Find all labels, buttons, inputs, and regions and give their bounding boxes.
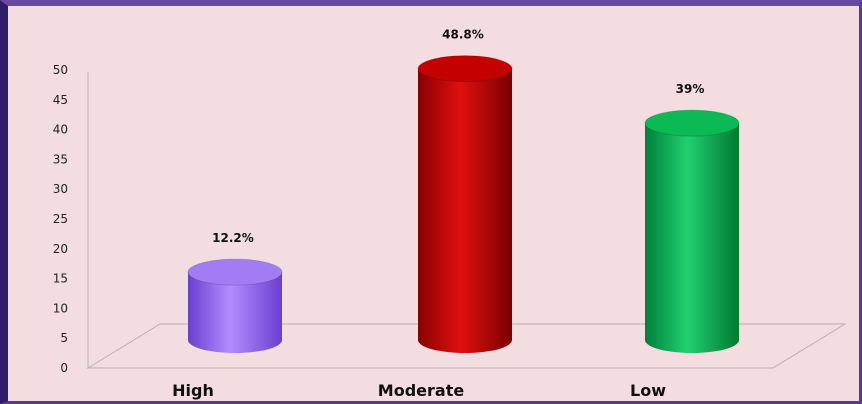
x-category-label: High: [172, 381, 214, 400]
y-tick-label: 15: [53, 272, 68, 286]
x-category-label: Moderate: [378, 381, 465, 400]
y-tick-label: 35: [53, 152, 68, 166]
data-label: 12.2%: [212, 231, 254, 245]
y-tick-label: 30: [53, 182, 68, 196]
y-tick-label: 10: [53, 301, 68, 315]
bar-top: [644, 109, 740, 137]
y-tick-label: 20: [53, 242, 68, 256]
bar-high: [187, 258, 283, 353]
y-tick-label: 25: [53, 212, 68, 226]
bar-moderate: [417, 55, 513, 353]
y-tick-label: 5: [60, 331, 68, 345]
y-tick-label: 0: [60, 361, 68, 375]
bar-top: [187, 258, 283, 286]
y-tick-label: 45: [53, 93, 68, 107]
data-label: 39%: [676, 82, 705, 96]
x-category-label: Low: [630, 381, 666, 400]
bar-top: [417, 55, 513, 83]
y-tick-label: 50: [53, 63, 68, 77]
bar-body: [188, 272, 282, 353]
bar-body: [418, 68, 512, 353]
bar-low: [644, 109, 740, 353]
bar-body: [645, 123, 739, 353]
data-label: 48.8%: [442, 28, 484, 42]
y-tick-label: 40: [53, 123, 68, 137]
